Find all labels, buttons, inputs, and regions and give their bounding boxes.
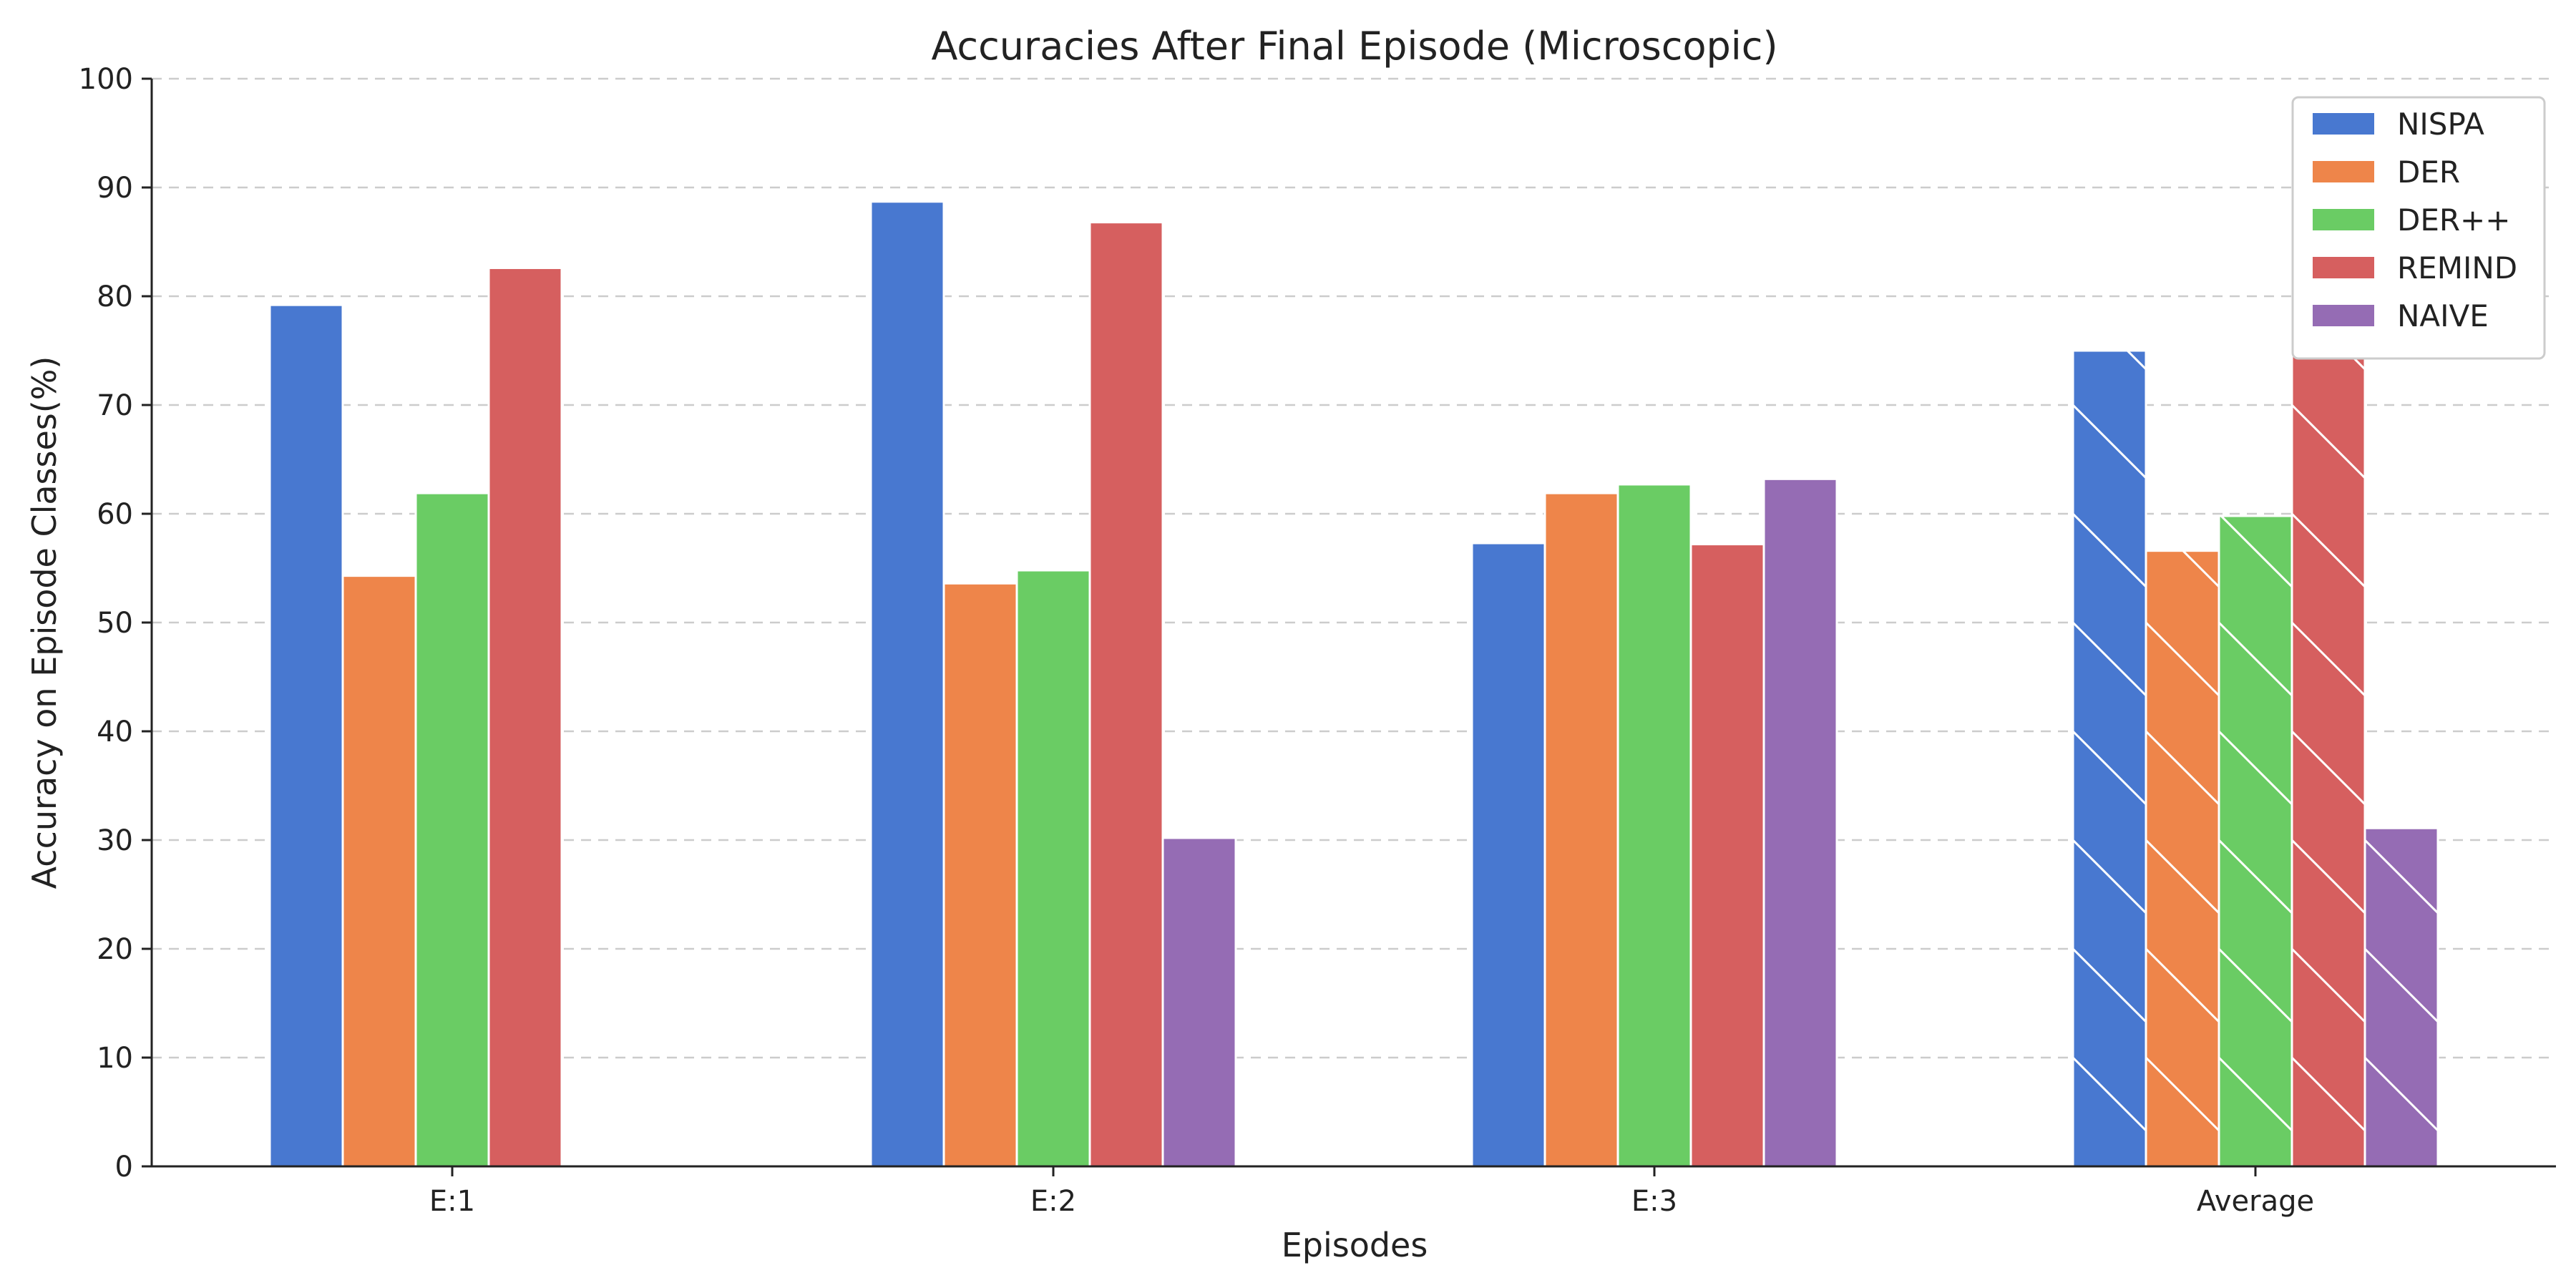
legend-swatch [2313, 161, 2374, 182]
x-tick-label: Average [2197, 1185, 2314, 1218]
x-ticks: E:1 E:2 E:3 Average [429, 1166, 2314, 1218]
legend-swatch [2313, 257, 2374, 278]
bar-hatch [2219, 516, 2292, 1166]
bar-der-average [2145, 550, 2220, 1166]
y-tick-label: 70 [97, 389, 133, 422]
bar-nispa-e2 [869, 200, 945, 1166]
bar-remind-e2 [1088, 221, 1164, 1166]
legend-swatch [2313, 209, 2374, 230]
bar-remind-e1 [487, 266, 563, 1166]
bar-naive-e2 [1161, 836, 1237, 1166]
y-tick-label: 20 [97, 933, 133, 966]
legend: NISPA DER DER++ REMIND NAIVE [2291, 96, 2546, 360]
bar-nispa-e3 [1470, 542, 1546, 1166]
y-axis-label: Accuracy on Episode Classes(%) [25, 356, 64, 889]
bar-remind-e3 [1689, 543, 1765, 1166]
y-tick-label: 40 [97, 716, 133, 748]
bar-der-e1 [341, 575, 417, 1166]
x-tick-label: E:3 [1631, 1185, 1677, 1218]
bar-hatch [2146, 550, 2219, 1166]
y-tick-label: 60 [97, 498, 133, 531]
bar-nispa-e1 [268, 303, 344, 1166]
y-tick-label: 50 [97, 607, 133, 640]
y-tick-label: 0 [115, 1151, 133, 1184]
bar-nispa-average [2072, 349, 2147, 1166]
bar-remind-average [2290, 343, 2366, 1166]
bar-derplusplus-e1 [414, 492, 490, 1166]
legend-label: REMIND [2397, 250, 2517, 286]
bar-der-e3 [1543, 492, 1619, 1166]
bar-derplusplus-e2 [1015, 569, 1091, 1166]
y-tick-label: 100 [79, 63, 133, 96]
chart-title: Accuracies After Final Episode (Microsco… [931, 24, 1777, 69]
legend-swatch [2313, 113, 2374, 135]
bar-hatch [2073, 351, 2146, 1166]
x-axis-label: Episodes [1282, 1226, 1428, 1264]
bar-naive-average [2363, 826, 2439, 1166]
bars [268, 200, 2439, 1166]
legend-label: NISPA [2397, 107, 2484, 142]
bar-derplusplus-e3 [1616, 483, 1692, 1166]
bar-hatch [2292, 343, 2365, 1166]
y-tick-label: 10 [97, 1042, 133, 1075]
legend-label: NAIVE [2397, 298, 2489, 333]
x-tick-label: E:1 [429, 1185, 475, 1218]
legend-label: DER++ [2397, 203, 2510, 238]
y-tick-label: 30 [97, 824, 133, 857]
bar-naive-e3 [1762, 477, 1838, 1166]
bar-der-e2 [942, 582, 1018, 1166]
legend-label: DER [2397, 155, 2460, 190]
y-tick-label: 80 [97, 280, 133, 313]
bar-hatch [2365, 839, 2438, 1166]
y-tick-label: 90 [97, 172, 133, 205]
legend-swatch [2313, 305, 2374, 326]
x-tick-label: E:2 [1030, 1185, 1076, 1218]
y-ticks: 0 10 20 30 40 50 60 70 80 90 100 [79, 63, 152, 1184]
